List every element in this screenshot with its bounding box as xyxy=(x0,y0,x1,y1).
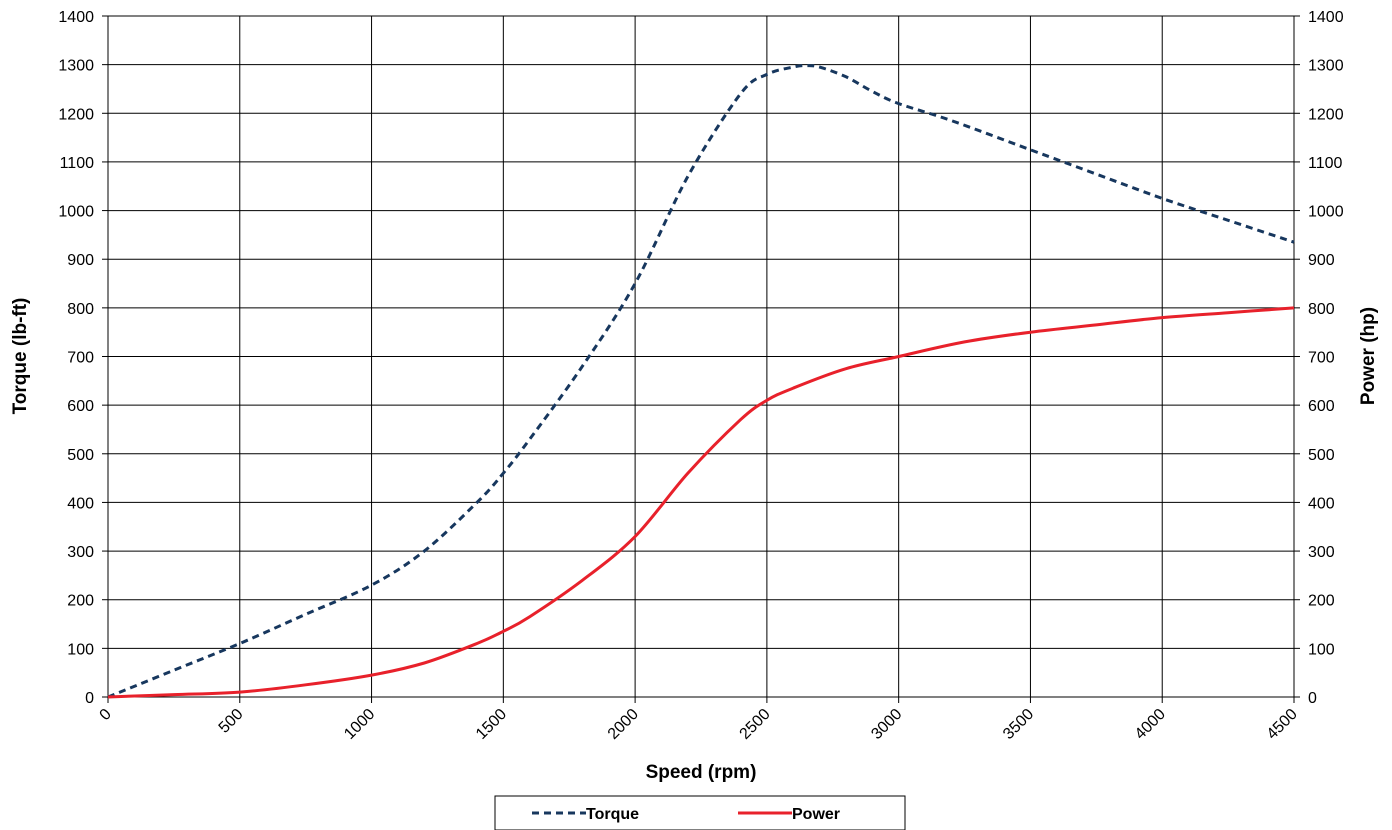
left-tick-label: 600 xyxy=(67,398,94,415)
legend: Torque Power xyxy=(494,795,906,830)
right-tick-label: 800 xyxy=(1308,301,1335,318)
x-tick-label: 0 xyxy=(97,706,115,724)
left-tick-label: 1300 xyxy=(58,58,94,75)
left-tick-label: 700 xyxy=(67,350,94,367)
right-tick-label: 1300 xyxy=(1308,58,1344,75)
legend-box xyxy=(494,795,906,830)
left-tick-label: 800 xyxy=(67,301,94,318)
grid-lines xyxy=(107,15,1295,698)
legend-power-label: Power xyxy=(792,806,840,823)
x-tick-label: 2500 xyxy=(737,706,774,743)
x-tick-label: 1500 xyxy=(473,706,510,743)
left-tick-label: 1400 xyxy=(58,9,94,26)
right-tick-label: 900 xyxy=(1308,252,1335,269)
right-tick-label: 700 xyxy=(1308,350,1335,367)
x-tick-label: 2000 xyxy=(605,706,642,743)
right-tick-label: 0 xyxy=(1308,690,1317,707)
series-line-power xyxy=(107,306,1295,699)
right-axis-ticks: 0 100 200 300 400 500 600 700 800 900 1000 1100 1200… xyxy=(1294,9,1344,707)
left-tick-label: 900 xyxy=(67,252,94,269)
series-layer xyxy=(107,64,1295,699)
right-tick-label: 600 xyxy=(1308,398,1335,415)
right-axis-title: Power (hp) xyxy=(1358,307,1379,405)
left-axis-ticks: 0 100 200 300 400 500 600 700 800 900 1000 1100 1200… xyxy=(58,9,108,707)
right-tick-label: 300 xyxy=(1308,544,1335,561)
right-tick-label: 1200 xyxy=(1308,106,1344,123)
left-tick-label: 1000 xyxy=(58,204,94,221)
right-tick-label: 400 xyxy=(1308,495,1335,512)
left-tick-label: 300 xyxy=(67,544,94,561)
left-tick-label: 200 xyxy=(67,593,94,610)
x-axis-ticks: 0 500 1000 1500 2000 2500 3000 3500 4000 4500 xyxy=(97,697,1301,743)
x-tick-label: 1000 xyxy=(341,706,378,743)
right-tick-label: 1400 xyxy=(1308,9,1344,26)
left-tick-label: 100 xyxy=(67,641,94,658)
x-tick-label: 3500 xyxy=(1000,706,1037,743)
x-tick-label: 500 xyxy=(216,706,247,737)
x-tick-label: 4500 xyxy=(1264,706,1301,743)
x-tick-label: 4000 xyxy=(1132,706,1169,743)
x-tick-label: 3000 xyxy=(868,706,905,743)
legend-torque-label: Torque xyxy=(586,806,639,823)
left-tick-label: 1100 xyxy=(60,155,95,172)
left-tick-label: 400 xyxy=(67,495,94,512)
left-tick-label: 500 xyxy=(67,447,94,464)
left-tick-label: 1200 xyxy=(58,106,94,123)
right-tick-label: 100 xyxy=(1308,641,1335,658)
left-axis-title: Torque (lb-ft) xyxy=(10,298,31,415)
right-tick-label: 1100 xyxy=(1308,155,1343,172)
right-tick-label: 500 xyxy=(1308,447,1335,464)
left-tick-label: 0 xyxy=(85,690,94,707)
right-tick-label: 200 xyxy=(1308,593,1335,610)
x-axis-title: Speed (rpm) xyxy=(646,762,757,783)
series-line-torque xyxy=(107,64,1295,699)
right-tick-label: 1000 xyxy=(1308,204,1344,221)
